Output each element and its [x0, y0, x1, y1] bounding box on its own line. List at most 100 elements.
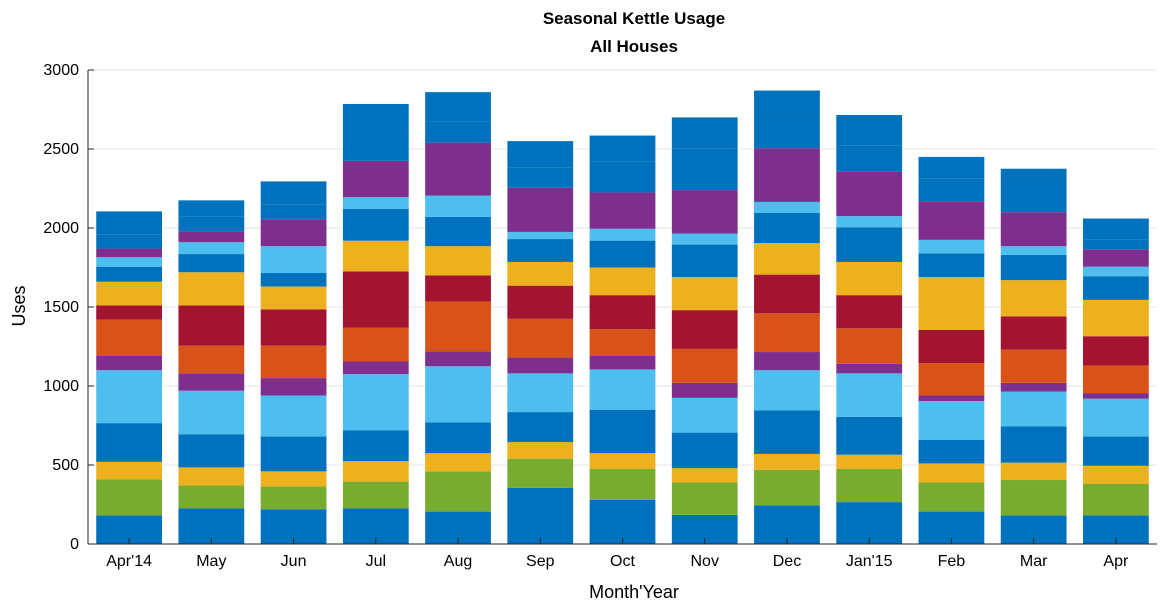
bar-segment	[425, 471, 491, 512]
y-tick-label: 2000	[43, 220, 79, 237]
bar-segment	[1000, 316, 1067, 350]
bar-segment	[1082, 483, 1149, 516]
x-tick-label: Aug	[444, 553, 472, 570]
bar-segment	[96, 370, 163, 424]
bar-segment	[918, 482, 985, 512]
bar-segment	[1000, 480, 1067, 516]
bar-segment	[1000, 280, 1067, 317]
bar-segment	[425, 422, 491, 454]
bar-segment	[507, 261, 574, 286]
bar-segment	[1000, 462, 1067, 481]
bar-segment	[671, 468, 738, 483]
y-tick-label: 1000	[43, 378, 79, 395]
x-tick-label: Mar	[1020, 553, 1048, 570]
bar-segment	[507, 231, 574, 240]
bar-segment	[1082, 249, 1149, 267]
bar-segment	[96, 479, 163, 516]
x-tick-label: Sep	[526, 553, 555, 570]
bar-segment	[754, 118, 820, 149]
bars	[96, 90, 1149, 544]
bar-segment	[342, 361, 409, 375]
bar-segment	[342, 209, 409, 241]
bar-segment	[754, 201, 820, 213]
bar-segment	[96, 305, 163, 320]
bar-segment	[754, 453, 820, 470]
bar-segment	[671, 482, 738, 515]
bar-segment	[754, 370, 820, 411]
bar-segment	[260, 219, 327, 247]
bar-segment	[918, 239, 985, 254]
bar-segment	[178, 305, 245, 346]
x-tick-labels: Apr'14 May Jun Jul Aug Sep Oct Nov Dec Jan'15 Feb M…	[106, 553, 1129, 570]
bar-segment	[1000, 391, 1067, 427]
bar-segment	[96, 234, 163, 249]
x-tick-label: Jun	[281, 553, 307, 570]
bar-segment	[507, 357, 574, 374]
x-axis-label: Month'Year	[589, 582, 679, 602]
bar-segment	[342, 481, 409, 509]
bar-segment	[425, 366, 491, 423]
bar-segment	[1000, 349, 1067, 383]
bar-segment	[836, 373, 903, 417]
bar-segment	[96, 248, 163, 258]
bar-segment	[589, 295, 656, 330]
bar-segment	[260, 345, 327, 379]
bar-segment	[260, 471, 327, 487]
bar-segment	[425, 301, 491, 352]
bar-segment	[342, 461, 409, 482]
bar-segment	[342, 103, 409, 134]
bar-segment	[96, 211, 163, 235]
bar-segment	[178, 231, 245, 243]
bar-segment	[1000, 426, 1067, 463]
x-tick-label: May	[196, 553, 226, 570]
bar-segment	[425, 275, 491, 302]
bar-segment	[178, 434, 245, 468]
y-axis-label: Uses	[9, 285, 29, 326]
bar-segment	[671, 397, 738, 433]
bar-segment	[342, 240, 409, 272]
bar-segment	[589, 355, 656, 370]
bar-segment	[918, 395, 985, 402]
bar-segment	[589, 499, 656, 544]
x-tick-label: Nov	[691, 553, 719, 570]
bar-segment	[754, 212, 820, 244]
bar-segment	[96, 355, 163, 371]
bar-segment	[260, 486, 327, 510]
bar-segment	[918, 201, 985, 240]
bar-segment	[342, 133, 409, 161]
bar-segment	[1000, 182, 1067, 213]
bar-segment	[836, 227, 903, 262]
bar-segment	[671, 190, 738, 234]
bar-segment	[425, 92, 491, 122]
x-tick-label: Jan'15	[846, 553, 893, 570]
bar-segment	[96, 257, 163, 267]
bar-segment	[178, 467, 245, 486]
x-tick-label: Apr'14	[106, 553, 152, 570]
bar-segment	[1082, 465, 1149, 484]
bar-segment	[507, 442, 574, 459]
bar-segment	[1000, 254, 1067, 281]
bar-segment	[918, 439, 985, 464]
bar-segment	[589, 192, 656, 229]
bar-segment	[836, 295, 903, 329]
bar-segment	[1000, 246, 1067, 255]
bar-segment	[589, 453, 656, 469]
bar-segment	[178, 373, 245, 391]
bar-segment	[507, 285, 574, 319]
bar-segment	[918, 253, 985, 277]
chart-title: Seasonal Kettle Usage	[543, 9, 725, 28]
y-tick-label: 3000	[43, 62, 79, 79]
bar-segment	[671, 310, 738, 349]
bar-segment	[918, 401, 985, 440]
bar-segment	[1082, 398, 1149, 437]
bar-segment	[754, 410, 820, 454]
bar-segment	[1082, 239, 1149, 250]
bar-segment	[671, 348, 738, 383]
bar-segment	[260, 286, 327, 310]
bar-segment	[671, 432, 738, 469]
bar-segment	[836, 363, 903, 374]
bar-segment	[1082, 218, 1149, 240]
bar-segment	[260, 378, 327, 396]
bar-segment	[260, 181, 327, 205]
x-tick-label: Oct	[610, 553, 635, 570]
